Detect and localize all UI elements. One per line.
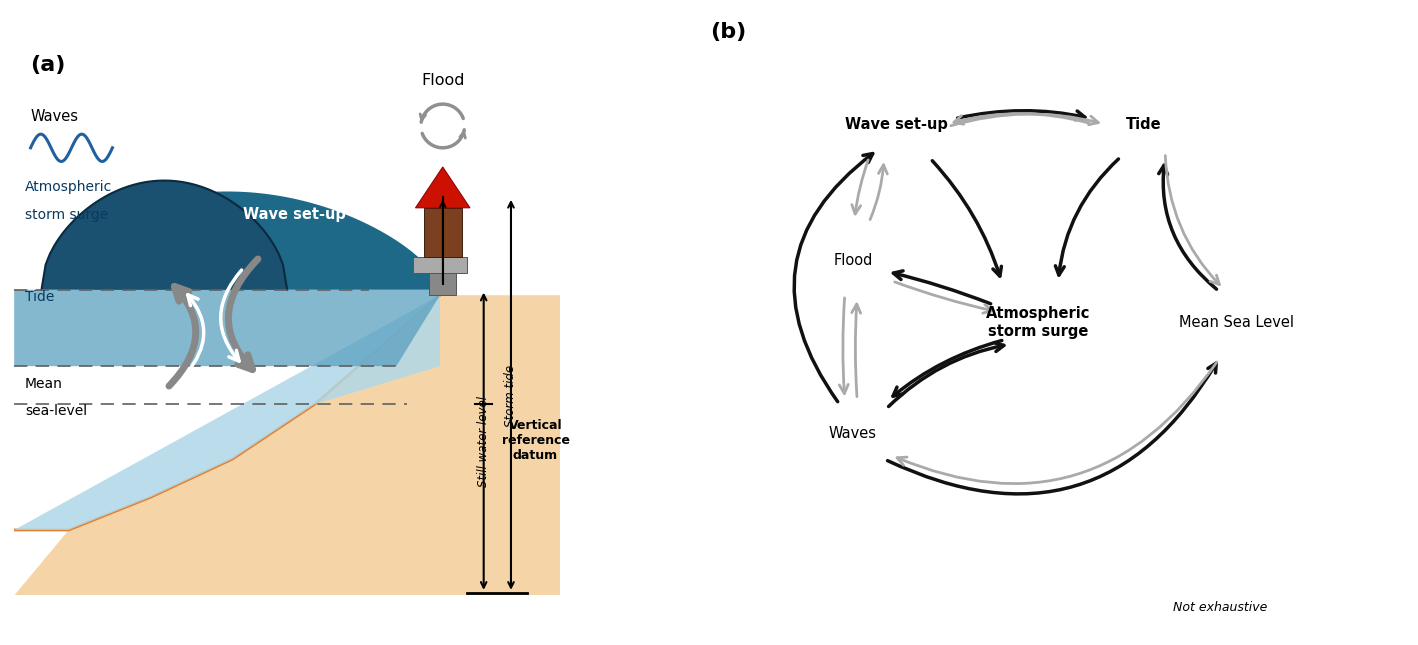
Polygon shape <box>14 295 440 530</box>
Polygon shape <box>14 290 440 366</box>
Polygon shape <box>14 192 440 290</box>
Polygon shape <box>430 273 457 295</box>
Polygon shape <box>424 208 462 257</box>
Text: Tide: Tide <box>1126 117 1161 132</box>
Polygon shape <box>415 167 469 208</box>
Text: storm surge: storm surge <box>26 208 108 222</box>
Text: Tide: Tide <box>26 290 54 304</box>
Polygon shape <box>413 257 468 273</box>
Polygon shape <box>41 181 286 290</box>
Text: Flood: Flood <box>421 73 465 88</box>
Text: Atmospheric
storm surge: Atmospheric storm surge <box>987 306 1090 339</box>
Text: sea-level: sea-level <box>26 404 88 419</box>
Text: (a): (a) <box>31 55 65 75</box>
Text: Mean Sea Level: Mean Sea Level <box>1180 315 1295 330</box>
Text: Atmospheric: Atmospheric <box>26 181 112 195</box>
Text: Wave set-up: Wave set-up <box>244 207 346 222</box>
Text: Wave set-up: Wave set-up <box>845 117 947 132</box>
Polygon shape <box>14 295 560 595</box>
Text: Waves: Waves <box>830 426 876 441</box>
Text: (b): (b) <box>710 22 747 42</box>
Text: Vertical
reference
datum: Vertical reference datum <box>502 419 570 462</box>
Text: Still water level: Still water level <box>478 396 491 487</box>
Text: Storm tide: Storm tide <box>505 365 518 427</box>
Text: Mean: Mean <box>26 377 62 391</box>
Text: Flood: Flood <box>834 253 872 268</box>
Text: Waves: Waves <box>31 108 78 123</box>
Text: Not exhaustive: Not exhaustive <box>1173 601 1268 614</box>
